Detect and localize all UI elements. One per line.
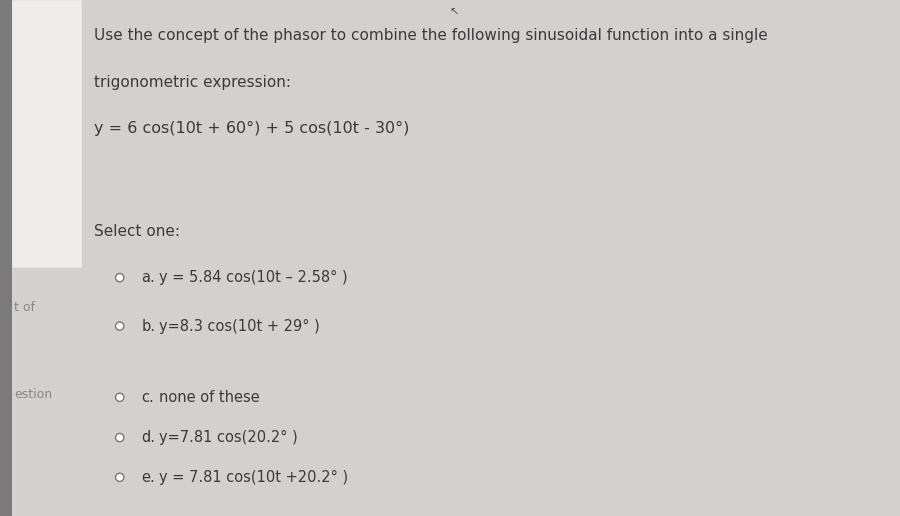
Text: e.: e.	[141, 470, 155, 485]
Text: y=8.3 cos(10t + 29° ): y=8.3 cos(10t + 29° )	[159, 318, 320, 334]
Text: d.: d.	[141, 430, 156, 445]
Text: y = 7.81 cos(10t +20.2° ): y = 7.81 cos(10t +20.2° )	[159, 470, 348, 485]
Text: a.: a.	[141, 270, 155, 285]
Text: y = 6 cos(10t + 60°) + 5 cos(10t - 30°): y = 6 cos(10t + 60°) + 5 cos(10t - 30°)	[94, 121, 410, 136]
Text: b.: b.	[141, 318, 156, 334]
Text: y = 5.84 cos(10t – 2.58° ): y = 5.84 cos(10t – 2.58° )	[159, 270, 348, 285]
Text: trigonometric expression:: trigonometric expression:	[94, 75, 292, 90]
Text: y=7.81 cos(20.2° ): y=7.81 cos(20.2° )	[159, 430, 298, 445]
Text: t of: t of	[14, 300, 35, 314]
Text: c.: c.	[141, 390, 154, 405]
Text: none of these: none of these	[159, 390, 260, 405]
Text: estion: estion	[14, 388, 52, 401]
Text: ↖: ↖	[450, 8, 459, 18]
Text: Select one:: Select one:	[94, 224, 181, 239]
Text: Use the concept of the phasor to combine the following sinusoidal function into : Use the concept of the phasor to combine…	[94, 28, 769, 43]
